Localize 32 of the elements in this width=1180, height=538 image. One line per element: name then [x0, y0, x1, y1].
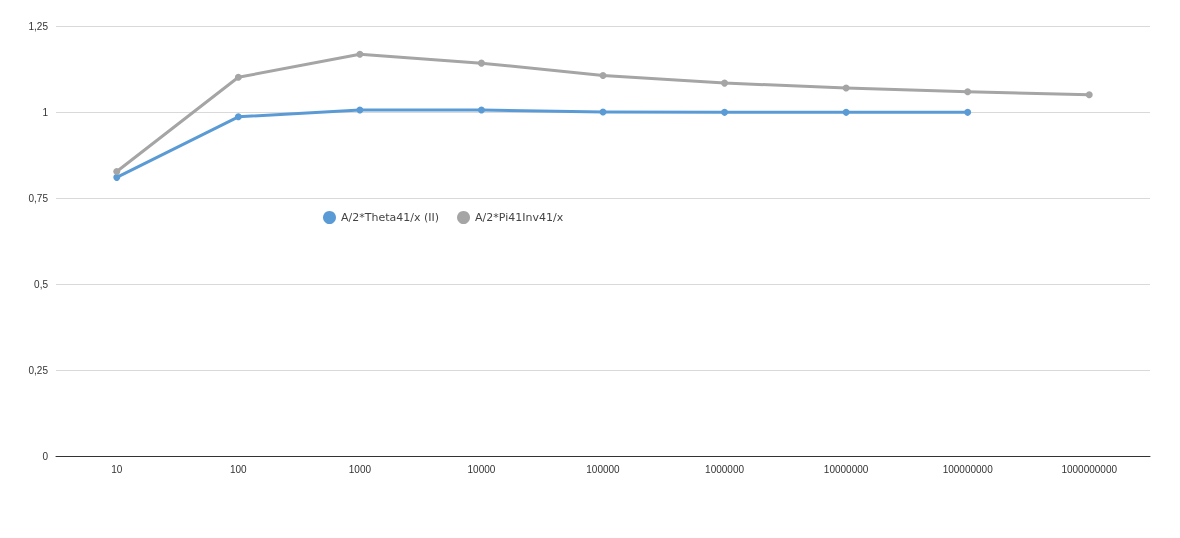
legend-label: A/2*Theta41/x (II) — [341, 211, 440, 224]
point — [964, 108, 972, 116]
x-tick-label: 1000 — [348, 463, 372, 475]
point — [477, 59, 485, 67]
x-tick-label: 10000000 — [823, 463, 869, 475]
x-tick-label: 10000 — [467, 463, 496, 475]
point — [964, 88, 972, 96]
point — [477, 106, 485, 114]
x-tick-label: 100000 — [586, 463, 621, 475]
y-tick-label: 1 — [42, 106, 49, 118]
x-tick-label: 1000000 — [705, 463, 745, 475]
point — [721, 79, 729, 87]
x-tick-label: 10 — [111, 463, 123, 475]
point — [234, 73, 242, 81]
y-tick-label: 0 — [42, 450, 49, 462]
point — [842, 108, 850, 116]
x-tick-label: 100 — [229, 463, 248, 475]
point — [356, 106, 364, 114]
point — [356, 50, 364, 58]
point — [1085, 91, 1093, 99]
y-tick-label: 1,25 — [28, 20, 49, 32]
point — [599, 72, 607, 80]
point — [234, 113, 242, 121]
y-tick-label: 0,75 — [28, 192, 49, 204]
x-tick-label: 1000000000 — [1061, 463, 1118, 475]
point — [842, 84, 850, 92]
point — [113, 168, 121, 176]
y-tick-label: 0,25 — [28, 364, 49, 376]
point — [721, 108, 729, 116]
legend-label: A/2*Pi41Inv41/x — [475, 211, 564, 224]
y-tick-label: 0,5 — [34, 278, 49, 290]
x-tick-label: 100000000 — [942, 463, 994, 475]
